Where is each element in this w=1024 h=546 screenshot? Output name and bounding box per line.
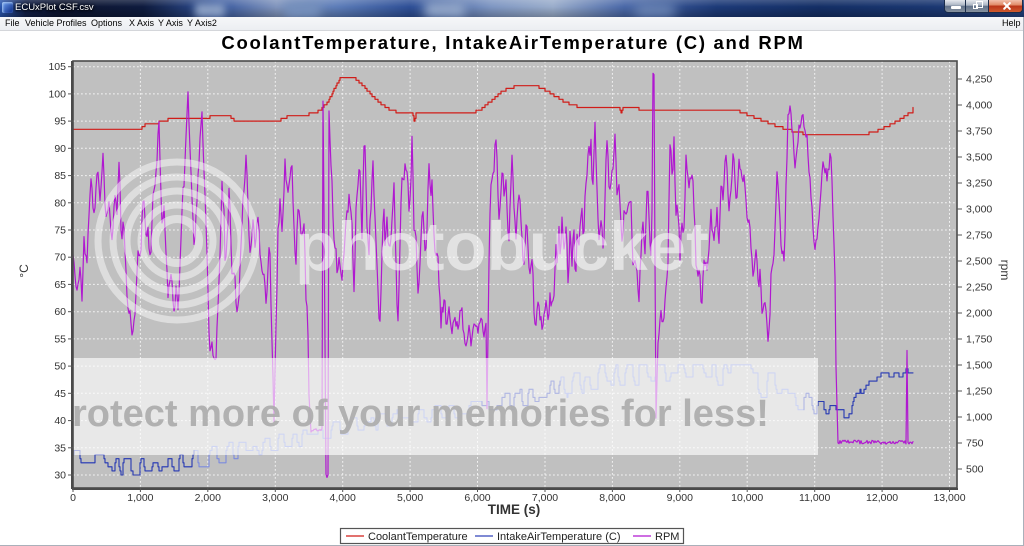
svg-text:RPM: RPM (655, 531, 679, 543)
svg-text:2,500: 2,500 (966, 256, 992, 268)
svg-text:TIME (s): TIME (s) (488, 502, 541, 517)
svg-text:80: 80 (54, 197, 66, 209)
svg-text:12,000: 12,000 (866, 492, 898, 504)
svg-text:70: 70 (54, 252, 66, 264)
svg-text:8,000: 8,000 (599, 492, 625, 504)
svg-text:2,250: 2,250 (966, 282, 992, 294)
svg-text:7,000: 7,000 (532, 492, 558, 504)
svg-text:45: 45 (54, 388, 66, 400)
svg-text:photobucket: photobucket (295, 208, 709, 285)
svg-text:rpm: rpm (998, 260, 1012, 281)
svg-text:90: 90 (54, 143, 66, 155)
svg-text:55: 55 (54, 333, 66, 345)
svg-text:100: 100 (48, 88, 66, 100)
svg-text:750: 750 (966, 438, 984, 450)
svg-text:1,000: 1,000 (966, 412, 992, 424)
svg-text:6,000: 6,000 (464, 492, 490, 504)
svg-text:0: 0 (70, 492, 76, 504)
svg-text:1,250: 1,250 (966, 386, 992, 398)
svg-text:30: 30 (54, 470, 66, 482)
svg-text:1,500: 1,500 (966, 360, 992, 372)
svg-text:IntakeAirTemperature (C): IntakeAirTemperature (C) (497, 531, 621, 543)
svg-text:2,750: 2,750 (966, 230, 992, 242)
svg-text:75: 75 (54, 225, 66, 237)
svg-text:4,000: 4,000 (966, 100, 992, 112)
svg-text:500: 500 (966, 464, 984, 476)
svg-text:CoolantTemperature: CoolantTemperature (368, 531, 468, 543)
svg-text:11,000: 11,000 (799, 492, 830, 504)
svg-text:85: 85 (54, 170, 66, 182)
svg-text:3,500: 3,500 (966, 152, 992, 164)
svg-text:4,250: 4,250 (966, 74, 992, 86)
svg-text:65: 65 (54, 279, 66, 291)
svg-text:°C: °C (17, 264, 31, 278)
svg-text:13,000: 13,000 (933, 492, 965, 504)
svg-text:50: 50 (54, 361, 66, 373)
svg-text:60: 60 (54, 306, 66, 318)
svg-text:3,250: 3,250 (966, 178, 992, 190)
svg-text:4,000: 4,000 (330, 492, 356, 504)
svg-text:3,000: 3,000 (966, 204, 992, 216)
svg-text:1,000: 1,000 (127, 492, 153, 504)
svg-text:2,000: 2,000 (195, 492, 221, 504)
svg-text:3,000: 3,000 (262, 492, 288, 504)
svg-text:10,000: 10,000 (731, 492, 763, 504)
svg-text:CoolantTemperature, IntakeAirT: CoolantTemperature, IntakeAirTemperature… (221, 32, 804, 53)
svg-text:2,000: 2,000 (966, 308, 992, 320)
svg-text:95: 95 (54, 116, 66, 128)
svg-text:35: 35 (54, 442, 66, 454)
svg-text:5,000: 5,000 (397, 492, 423, 504)
svg-text:3,750: 3,750 (966, 126, 992, 138)
svg-text:rotect more of your memories f: rotect more of your memories for less! (72, 393, 769, 435)
svg-text:105: 105 (48, 61, 66, 73)
svg-text:40: 40 (54, 415, 66, 427)
svg-text:9,000: 9,000 (667, 492, 693, 504)
svg-text:1,750: 1,750 (966, 334, 992, 346)
